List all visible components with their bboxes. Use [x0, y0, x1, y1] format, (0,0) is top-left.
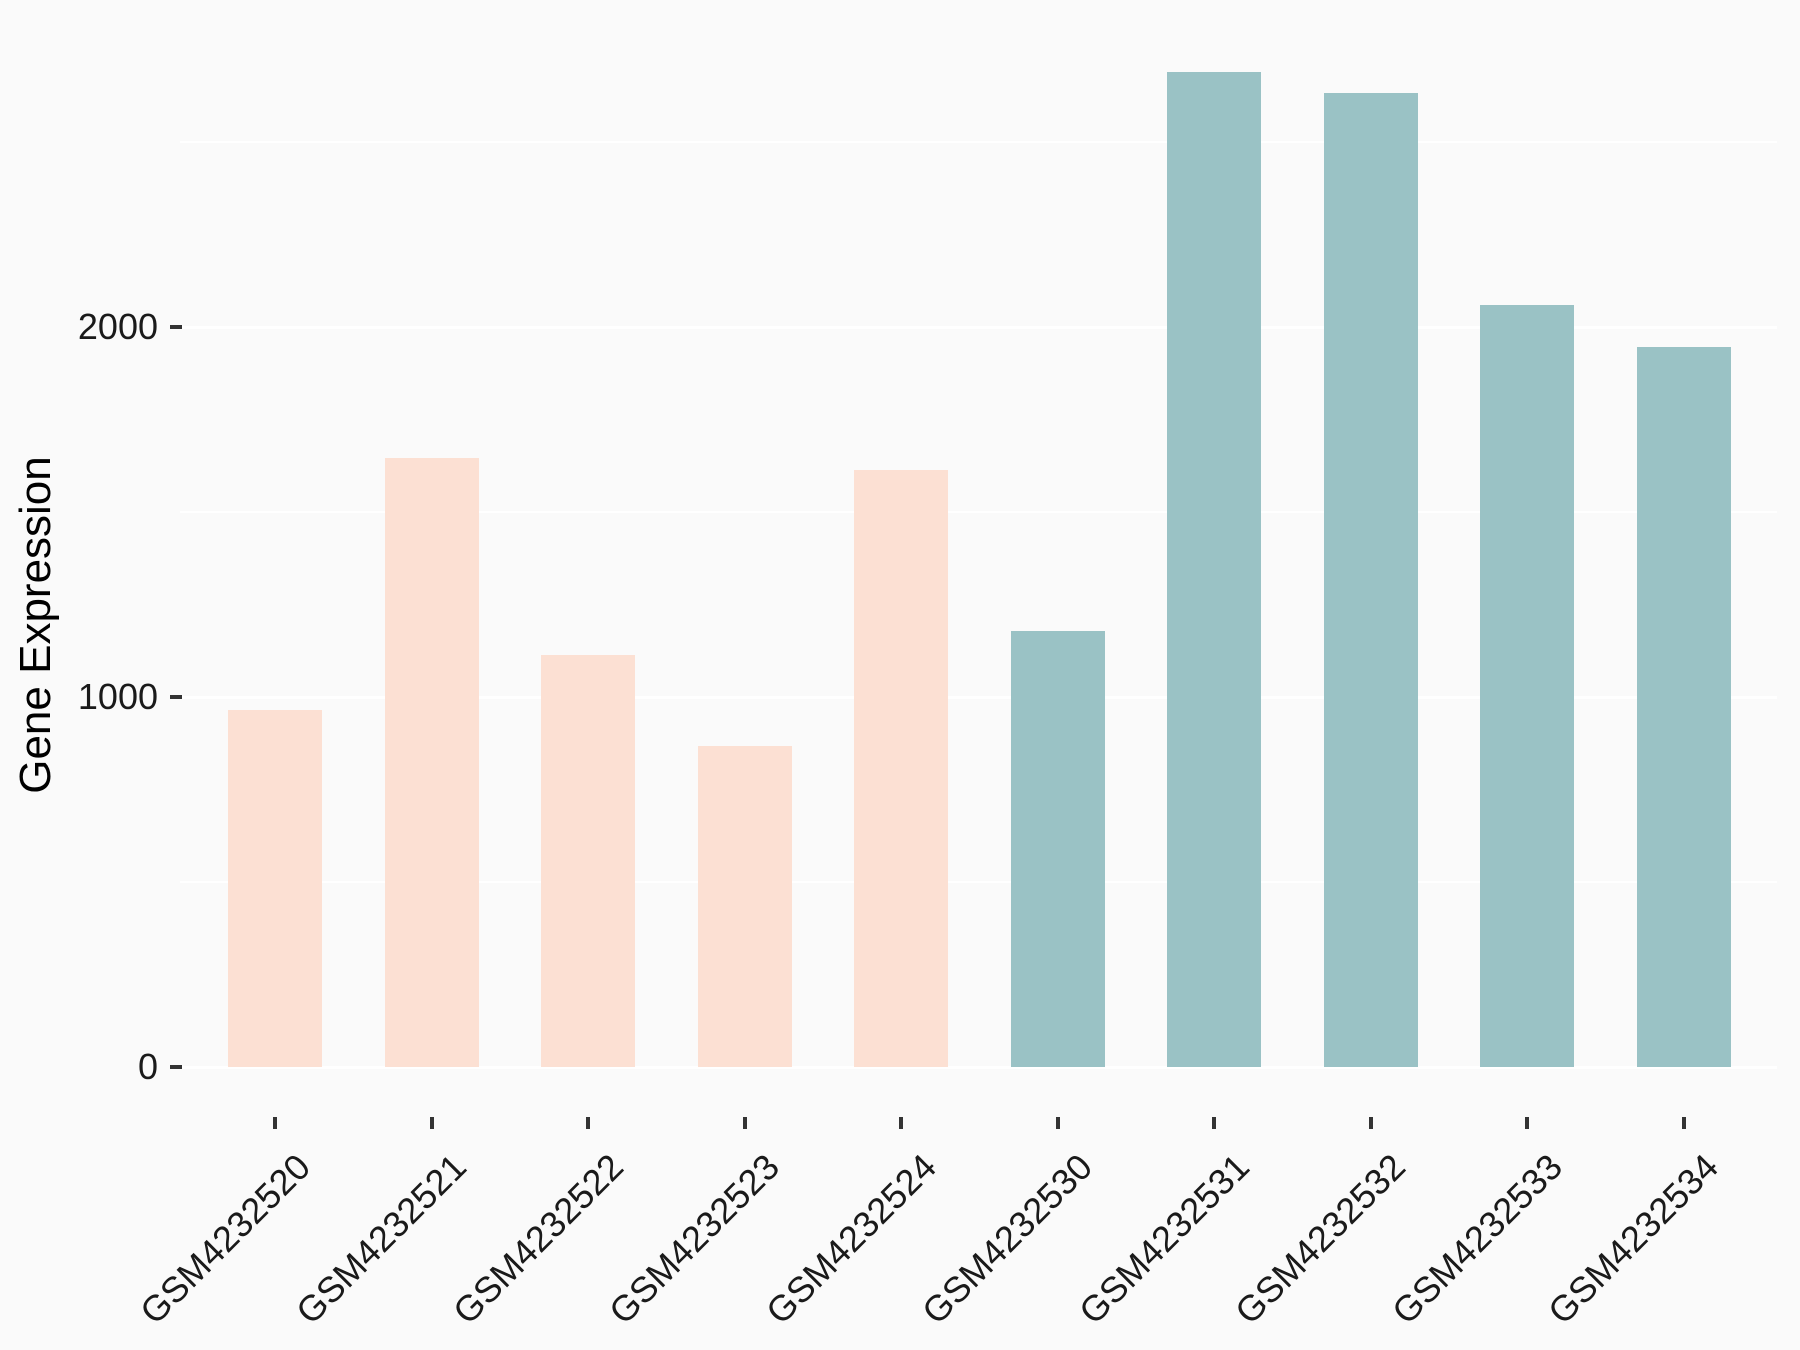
major-gridline-0: [180, 1065, 1777, 1069]
x-tick-mark-GSM4232521: [429, 1117, 434, 1129]
y-tick-label-1000: 1000: [77, 676, 158, 717]
x-tick-mark-GSM4232530: [1055, 1117, 1060, 1129]
bar-GSM4232531: [1167, 72, 1261, 1067]
minor-gridline-500: [180, 881, 1777, 883]
y-tick-mark-0: [170, 1065, 182, 1069]
bar-GSM4232530: [1010, 631, 1105, 1067]
x-tick-mark-GSM4232532: [1368, 1117, 1373, 1129]
bar-GSM4232524: [854, 469, 948, 1067]
bar-GSM4232523: [697, 745, 792, 1067]
bar-GSM4232522: [541, 654, 635, 1067]
major-gridline-1000: [180, 695, 1777, 699]
y-tick-mark-2000: [170, 325, 182, 329]
x-tick-mark-GSM4232533: [1525, 1117, 1529, 1129]
y-axis-title: Gene Expression: [11, 456, 60, 794]
bar-GSM4232521: [384, 457, 479, 1067]
major-gridline-2000: [180, 325, 1777, 329]
x-tick-mark-GSM4232531: [1212, 1117, 1216, 1129]
minor-gridline-1500: [180, 511, 1777, 513]
bar-GSM4232533: [1480, 305, 1574, 1067]
x-tick-mark-GSM4232534: [1681, 1117, 1686, 1129]
bar-GSM4232534: [1636, 346, 1731, 1067]
bar-GSM4232532: [1323, 93, 1418, 1067]
x-tick-mark-GSM4232523: [742, 1117, 747, 1129]
bar-GSM4232520: [228, 709, 322, 1067]
x-tick-label-GSM4232534: GSM4232534: [1540, 1145, 1727, 1332]
y-tick-label-2000: 2000: [77, 306, 158, 347]
minor-gridline-2500: [180, 141, 1777, 143]
x-tick-mark-GSM4232524: [899, 1117, 903, 1129]
x-tick-mark-GSM4232520: [273, 1117, 277, 1129]
y-tick-label-0: 0: [137, 1046, 158, 1087]
x-tick-mark-GSM4232522: [586, 1117, 590, 1129]
y-tick-mark-1000: [170, 695, 182, 699]
